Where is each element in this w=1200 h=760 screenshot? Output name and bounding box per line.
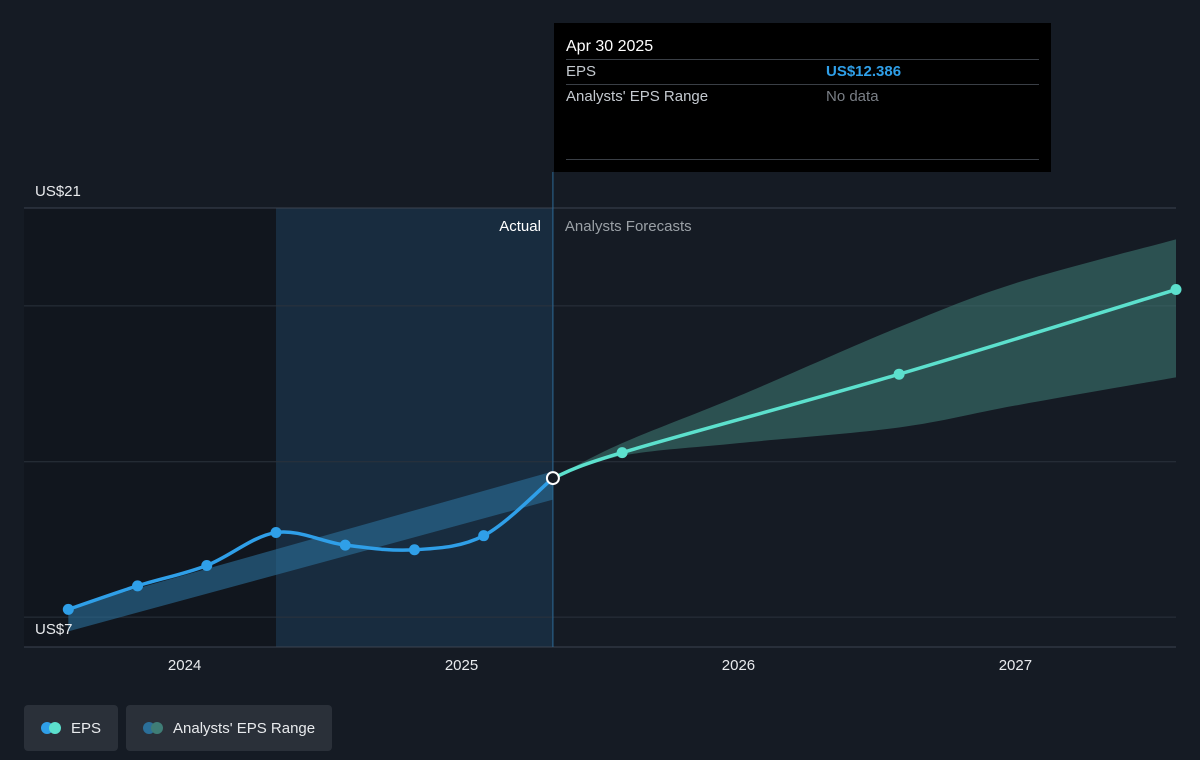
eps-point: [132, 580, 144, 592]
tooltip-divider: [566, 159, 1039, 160]
tooltip-eps-label: EPS: [566, 63, 597, 80]
range-dots-icon: [143, 722, 164, 734]
x-axis-ticks: 2024 2025 2026 2027: [168, 657, 1032, 674]
tooltip-range-value: No data: [826, 88, 879, 105]
x-tick-label: 2026: [722, 657, 755, 674]
legend-eps-label: EPS: [71, 719, 102, 737]
hover-tooltip: Apr 30 2025 EPS US$12.386 Analysts' EPS …: [554, 23, 1051, 172]
x-tick-label: 2024: [168, 657, 201, 674]
eps-range-band: [552, 239, 1176, 479]
legend-range-label: Analysts' EPS Range: [173, 719, 316, 737]
eps-point: [478, 530, 490, 542]
tooltip-range-label: Analysts' EPS Range: [566, 88, 709, 105]
chart-legend: EPS Analysts' EPS Range: [24, 705, 333, 751]
legend-range-button[interactable]: Analysts' EPS Range: [126, 705, 333, 751]
eps-points: [62, 284, 1182, 615]
eps-point: [339, 539, 351, 551]
legend-eps-button[interactable]: EPS: [24, 705, 119, 751]
actual-section-label: Actual: [499, 218, 541, 235]
forecast-section-label: Analysts Forecasts: [565, 218, 692, 235]
tooltip-row-range: Analysts' EPS Range No data: [566, 84, 1039, 109]
eps-range-band: [68, 471, 553, 632]
x-tick-label: 2027: [999, 657, 1032, 674]
eps-forecast-line: [551, 287, 1178, 480]
y-axis-bottom-label: US$7: [35, 621, 73, 638]
current-eps-point: [545, 471, 560, 486]
eps-point: [270, 527, 282, 539]
actual-period-highlight: [276, 208, 553, 647]
eps-dots-icon: [41, 722, 61, 734]
tooltip-row-eps: EPS US$12.386: [566, 59, 1039, 84]
y-axis-top-label: US$21: [35, 183, 81, 200]
tooltip-date: Apr 30 2025: [566, 38, 654, 55]
x-tick-label: 2025: [445, 657, 478, 674]
eps-point: [616, 447, 628, 459]
range-dot-b: [151, 722, 164, 734]
tooltip-eps-value: US$12.386: [826, 63, 902, 80]
eps-dot-b: [49, 722, 61, 734]
eps-point: [201, 559, 213, 571]
eps-point: [62, 603, 74, 615]
eps-range-bands: [68, 239, 1176, 632]
eps-point: [1170, 284, 1182, 296]
eps-point: [893, 368, 905, 380]
eps-point: [408, 544, 420, 556]
